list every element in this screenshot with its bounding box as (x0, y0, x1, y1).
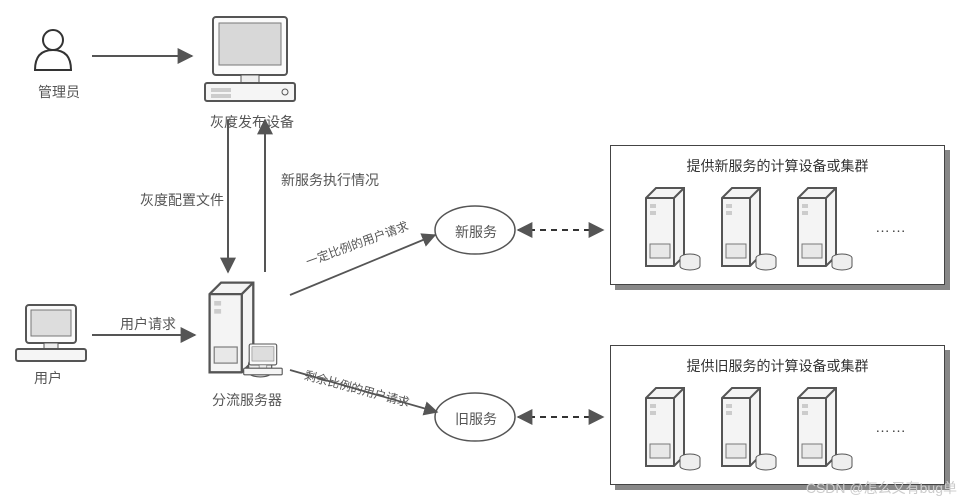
cluster-old-ellipsis: …… (870, 421, 914, 437)
admin-icon (35, 30, 71, 70)
cluster-old-title: 提供旧服务的计算设备或集群 (687, 356, 869, 376)
cluster-new-server-3 (794, 184, 856, 274)
graybox-label: 灰度发布设备 (210, 112, 294, 132)
cluster-old: 提供旧服务的计算设备或集群 …… (610, 345, 945, 485)
watermark: CSDN @怎么又有bug单 (806, 478, 957, 498)
cluster-new: 提供新服务的计算设备或集群 …… (610, 145, 945, 285)
cluster-new-title: 提供新服务的计算设备或集群 (687, 156, 869, 176)
user-label: 用户 (34, 368, 62, 388)
cluster-old-server-2 (718, 384, 780, 474)
cluster-old-server-1 (642, 384, 704, 474)
cluster-old-server-3 (794, 384, 856, 474)
gray-release-device-icon (205, 17, 295, 101)
cluster-new-server-2 (718, 184, 780, 274)
edge-label-user-req: 用户请求 (120, 314, 176, 334)
new-svc-label: 新服务 (455, 222, 497, 242)
router-server-icon (210, 283, 283, 377)
admin-label: 管理员 (38, 82, 80, 102)
cluster-new-ellipsis: …… (870, 221, 914, 237)
cluster-new-server-1 (642, 184, 704, 274)
edge-label-exec: 新服务执行情况 (281, 170, 379, 190)
user-icon (16, 305, 86, 361)
diagram-canvas: 管理员 灰度发布设备 用户 分流服务器 新服务 旧服务 用户请求 灰度配置文件 … (0, 0, 967, 500)
edge-label-config: 灰度配置文件 (140, 190, 224, 210)
router-label: 分流服务器 (212, 390, 282, 410)
old-svc-label: 旧服务 (455, 409, 497, 429)
